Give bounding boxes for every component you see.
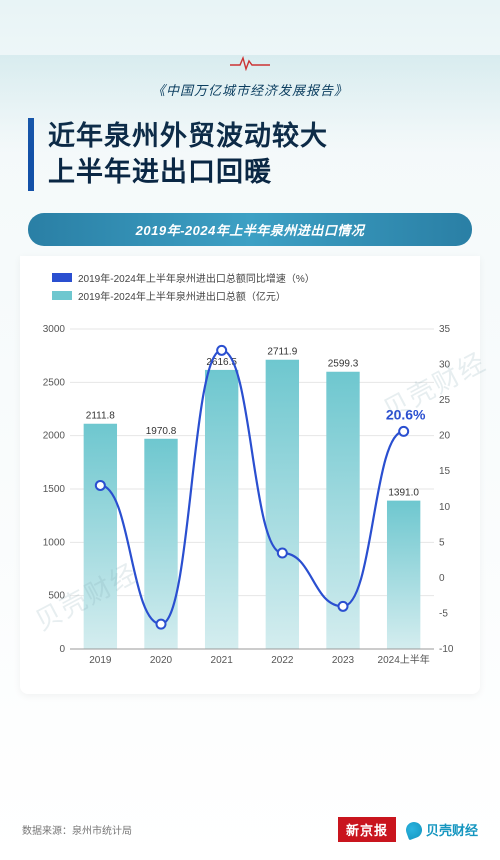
- svg-text:0: 0: [59, 644, 65, 655]
- report-tag: 《中国万亿城市经济发展报告》: [0, 55, 500, 100]
- svg-text:2021: 2021: [211, 655, 234, 666]
- title-line-2: 上半年进出口回暖: [48, 154, 472, 190]
- svg-text:5: 5: [439, 537, 445, 548]
- svg-text:1500: 1500: [43, 484, 66, 495]
- data-source: 数据来源：泉州市统计局: [22, 822, 132, 837]
- legend-bar-text: 2019年-2024年上半年泉州进出口总额（亿元）: [78, 288, 286, 303]
- svg-text:1970.8: 1970.8: [146, 426, 177, 437]
- legend-line-text: 2019年-2024年上半年泉州进出口总额同比增速（%）: [78, 270, 315, 285]
- svg-text:2020: 2020: [150, 655, 173, 666]
- svg-text:20.6%: 20.6%: [386, 406, 426, 422]
- svg-text:1391.0: 1391.0: [388, 488, 419, 499]
- chart-container: 2019年-2024年上半年泉州进出口总额同比增速（%） 2019年-2024年…: [20, 256, 480, 694]
- shell-icon: [404, 819, 425, 840]
- legend-bar-swatch: [52, 291, 72, 300]
- svg-text:2023: 2023: [332, 655, 355, 666]
- subtitle-bar: 2019年-2024年上半年泉州进出口情况: [28, 213, 472, 246]
- svg-text:25: 25: [439, 395, 451, 406]
- svg-text:30: 30: [439, 359, 451, 370]
- svg-text:15: 15: [439, 466, 451, 477]
- svg-text:1000: 1000: [43, 537, 66, 548]
- svg-text:2599.3: 2599.3: [328, 359, 359, 370]
- logos: 新京报 贝壳财经: [338, 817, 478, 842]
- logo-xinjingbao: 新京报: [338, 817, 396, 842]
- svg-text:20: 20: [439, 431, 451, 442]
- svg-text:2111.8: 2111.8: [86, 411, 116, 422]
- svg-text:2024上半年: 2024上半年: [378, 653, 430, 666]
- legend: 2019年-2024年上半年泉州进出口总额同比增速（%） 2019年-2024年…: [52, 270, 468, 303]
- svg-text:10: 10: [439, 502, 451, 513]
- svg-text:2000: 2000: [43, 431, 66, 442]
- svg-text:2711.9: 2711.9: [267, 347, 297, 358]
- svg-text:-10: -10: [439, 644, 454, 655]
- svg-text:2500: 2500: [43, 377, 66, 388]
- footer: 数据来源：泉州市统计局 新京报 贝壳财经: [22, 817, 478, 842]
- svg-text:500: 500: [48, 591, 65, 602]
- svg-text:2019: 2019: [89, 655, 112, 666]
- legend-bar: 2019年-2024年上半年泉州进出口总额（亿元）: [52, 288, 468, 303]
- svg-text:35: 35: [439, 324, 451, 335]
- report-tag-text: 《中国万亿城市经济发展报告》: [152, 83, 348, 98]
- svg-text:-5: -5: [439, 608, 448, 619]
- logo-beike-text: 贝壳财经: [426, 820, 478, 839]
- logo-beike: 贝壳财经: [406, 820, 478, 839]
- heartbeat-icon: [230, 55, 270, 76]
- svg-text:0: 0: [439, 573, 445, 584]
- legend-line: 2019年-2024年上半年泉州进出口总额同比增速（%）: [52, 270, 468, 285]
- svg-text:2022: 2022: [271, 655, 294, 666]
- legend-line-swatch: [52, 273, 72, 282]
- svg-text:3000: 3000: [43, 324, 66, 335]
- chart-svg: 0 500 1000 1500 2000 2500 3000 -10 -5 0 5 10 15 20 25 3…: [32, 309, 468, 679]
